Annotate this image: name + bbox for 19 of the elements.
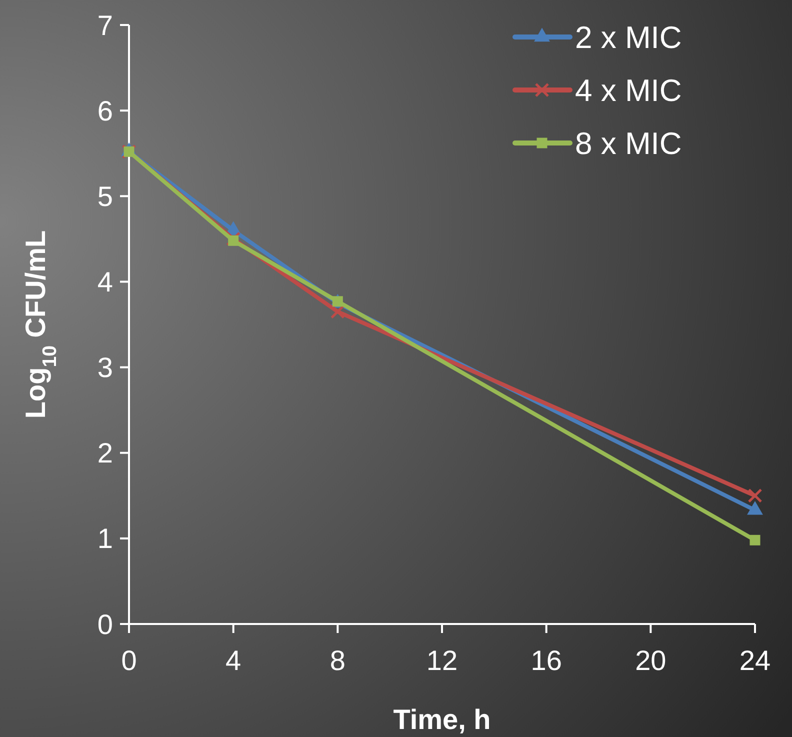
y-tick-label: 0 <box>97 608 113 640</box>
x-tick-label: 4 <box>226 645 242 676</box>
x-tick-label: 0 <box>121 645 137 676</box>
x-tick-label: 16 <box>530 645 562 676</box>
y-tick-label: 4 <box>97 266 113 298</box>
legend-label: 8 x MIC <box>575 126 682 161</box>
x-tick-label: 20 <box>635 645 666 676</box>
x-tick-label: 12 <box>426 645 458 676</box>
x-tick-label: 24 <box>739 645 771 676</box>
legend-label: 4 x MIC <box>575 72 682 108</box>
y-tick-label: 1 <box>97 523 113 554</box>
y-tick-label: 7 <box>97 10 113 41</box>
x-axis-title: Time, h <box>393 704 491 735</box>
y-tick-label: 2 <box>97 438 113 469</box>
y-tick-label: 5 <box>97 180 113 212</box>
legend-label: 2 x MIC <box>575 20 682 55</box>
y-tick-label: 6 <box>97 95 113 126</box>
y-tick-label: 3 <box>97 352 113 384</box>
x-tick-label: 8 <box>330 645 346 676</box>
